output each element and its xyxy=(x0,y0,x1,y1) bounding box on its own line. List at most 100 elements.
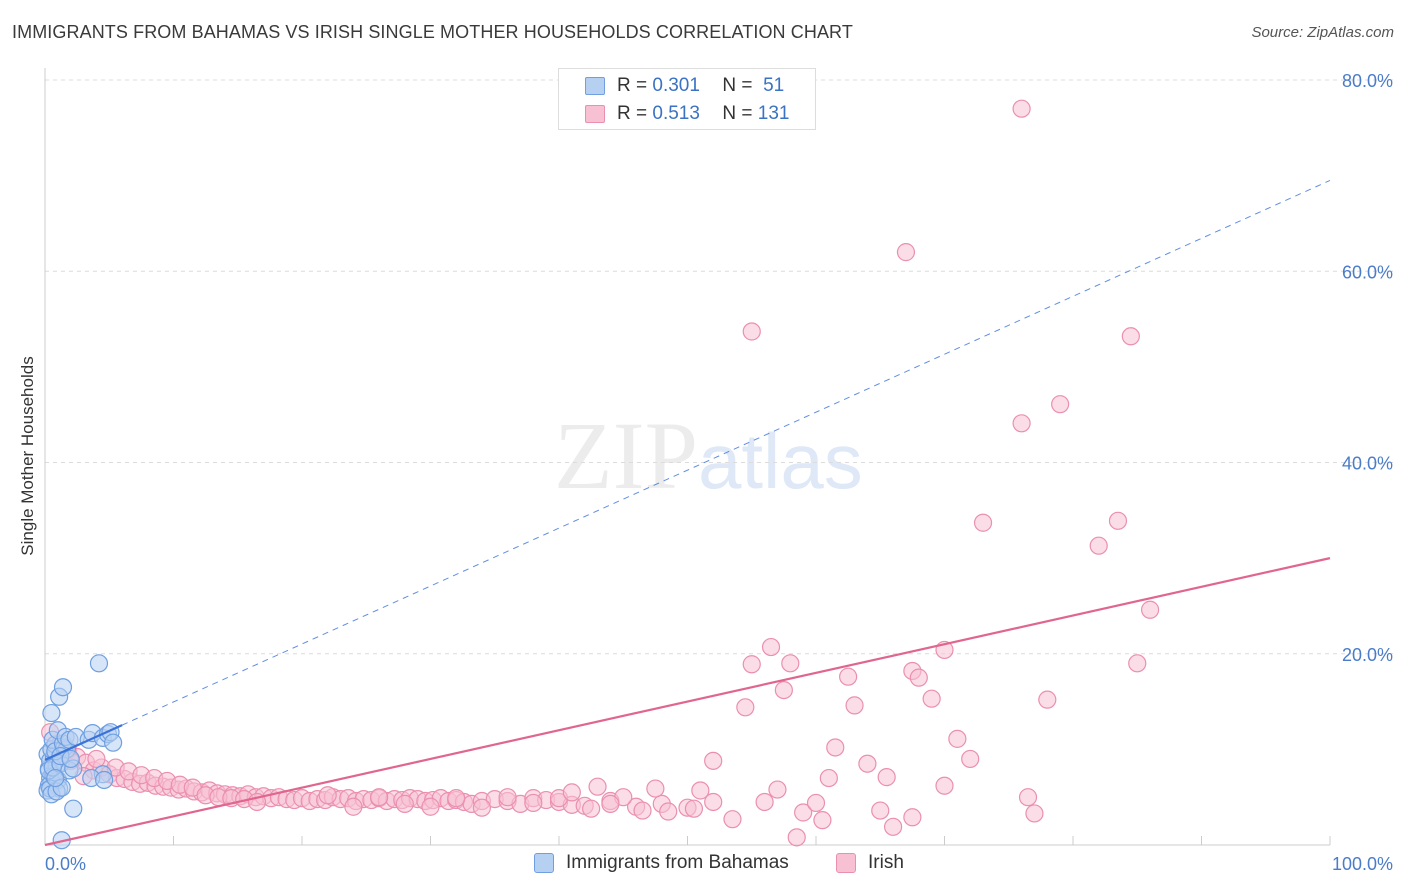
legend-r-value: 0.513 xyxy=(652,103,700,124)
irish-point xyxy=(562,783,581,802)
y-axis-label: Single Mother Households xyxy=(18,356,37,556)
irish-point xyxy=(1108,511,1128,530)
chart-source: Source: ZipAtlas.com xyxy=(1251,24,1394,41)
irish-point xyxy=(742,322,761,341)
legend-row-bahamas: R = 0.301 N = 51 xyxy=(585,74,784,98)
irish-point xyxy=(961,749,980,769)
irish-point xyxy=(524,793,543,813)
irish-point xyxy=(1025,804,1044,823)
irish-point xyxy=(704,792,723,812)
legend-r-value: 0.301 xyxy=(652,75,700,96)
bahamas-point xyxy=(61,749,80,769)
irish-point xyxy=(794,803,813,822)
bahamas-point xyxy=(42,703,61,723)
irish-point xyxy=(761,637,781,657)
irish-point xyxy=(1038,690,1057,709)
irish-point xyxy=(691,781,710,800)
legend-n-label: N = xyxy=(722,103,753,124)
x-tick-label: 0.0% xyxy=(45,854,86,874)
irish-point xyxy=(1012,99,1031,118)
irish-trend-line xyxy=(44,557,1331,847)
bahamas-point xyxy=(53,678,73,697)
irish-points xyxy=(41,99,1160,847)
irish-point xyxy=(903,808,922,827)
irish-point xyxy=(498,788,517,807)
legend-swatch-bahamas xyxy=(585,77,605,95)
irish-point xyxy=(781,654,800,673)
legend-item-bahamas[interactable]: Immigrants from Bahamas xyxy=(534,852,789,874)
y-tick-label: 60.0% xyxy=(1342,262,1393,282)
x-tick-label: 100.0% xyxy=(1332,854,1393,874)
bahamas-points xyxy=(38,654,123,850)
irish-point xyxy=(684,799,704,818)
legend-label-bahamas: Immigrants from Bahamas xyxy=(566,852,789,873)
irish-point xyxy=(318,786,337,805)
irish-point xyxy=(370,788,389,807)
legend-swatch-irish xyxy=(585,105,605,123)
y-tick-label: 80.0% xyxy=(1342,71,1393,91)
legend-r-label: R = xyxy=(617,75,648,96)
irish-point xyxy=(1128,654,1147,673)
irish-point xyxy=(871,801,890,820)
irish-point xyxy=(646,779,665,798)
irish-point xyxy=(87,749,106,769)
correlation-legend: R = 0.301 N = 51 R = 0.513 N = 131 xyxy=(558,68,816,130)
bahamas-point xyxy=(95,770,114,790)
irish-point xyxy=(1140,600,1160,619)
series-legend: Immigrants from Bahamas Irish xyxy=(0,852,1406,878)
irish-point xyxy=(819,768,838,788)
irish-point xyxy=(877,768,896,787)
irish-point xyxy=(883,817,903,836)
legend-label-irish: Irish xyxy=(868,852,904,873)
trend-layer xyxy=(44,179,1331,847)
irish-point xyxy=(774,680,793,700)
irish-point xyxy=(896,243,916,262)
irish-point xyxy=(1089,536,1108,555)
irish-point xyxy=(1121,327,1140,346)
y-tick-label: 20.0% xyxy=(1342,645,1393,665)
irish-point xyxy=(845,696,864,715)
irish-point xyxy=(858,754,877,773)
irish-point xyxy=(755,792,774,812)
irish-point xyxy=(344,797,363,816)
bahamas-trend-solid xyxy=(44,724,123,761)
irish-point xyxy=(826,738,845,757)
irish-point xyxy=(922,689,941,708)
irish-point xyxy=(447,789,466,808)
irish-point xyxy=(935,776,954,795)
bahamas-point xyxy=(64,799,83,818)
irish-point xyxy=(736,698,755,717)
irish-point xyxy=(839,667,858,686)
irish-point xyxy=(395,794,414,813)
irish-point xyxy=(742,655,761,674)
irish-point xyxy=(948,729,967,748)
grid-layer xyxy=(45,79,1395,655)
irish-point xyxy=(813,811,832,830)
legend-item-irish[interactable]: Irish xyxy=(836,852,904,874)
bahamas-trend-dashed xyxy=(121,179,1331,726)
irish-point xyxy=(1018,788,1038,807)
irish-point xyxy=(909,668,928,687)
irish-point xyxy=(1051,395,1070,414)
irish-point xyxy=(768,780,787,799)
irish-point xyxy=(787,828,806,847)
irish-point xyxy=(723,810,742,829)
irish-point xyxy=(472,798,491,817)
irish-point xyxy=(421,797,440,816)
legend-swatch-irish xyxy=(836,853,856,873)
irish-point xyxy=(582,799,601,818)
irish-point xyxy=(1012,414,1031,433)
legend-n-label: N = xyxy=(722,75,753,96)
irish-point xyxy=(704,751,723,770)
tick-layer: 20.0% 40.0% 60.0% 80.0% 0.0% 100.0% xyxy=(45,71,1393,874)
irish-point xyxy=(806,793,826,813)
axis-layer xyxy=(44,68,1331,846)
legend-swatch-bahamas xyxy=(534,853,554,873)
bahamas-point xyxy=(89,654,109,673)
legend-n-value: 131 xyxy=(757,103,790,124)
irish-point xyxy=(973,513,993,532)
legend-row-irish: R = 0.513 N = 131 xyxy=(585,102,789,126)
y-tick-label: 40.0% xyxy=(1342,454,1393,474)
legend-n-value: 51 xyxy=(763,75,785,96)
